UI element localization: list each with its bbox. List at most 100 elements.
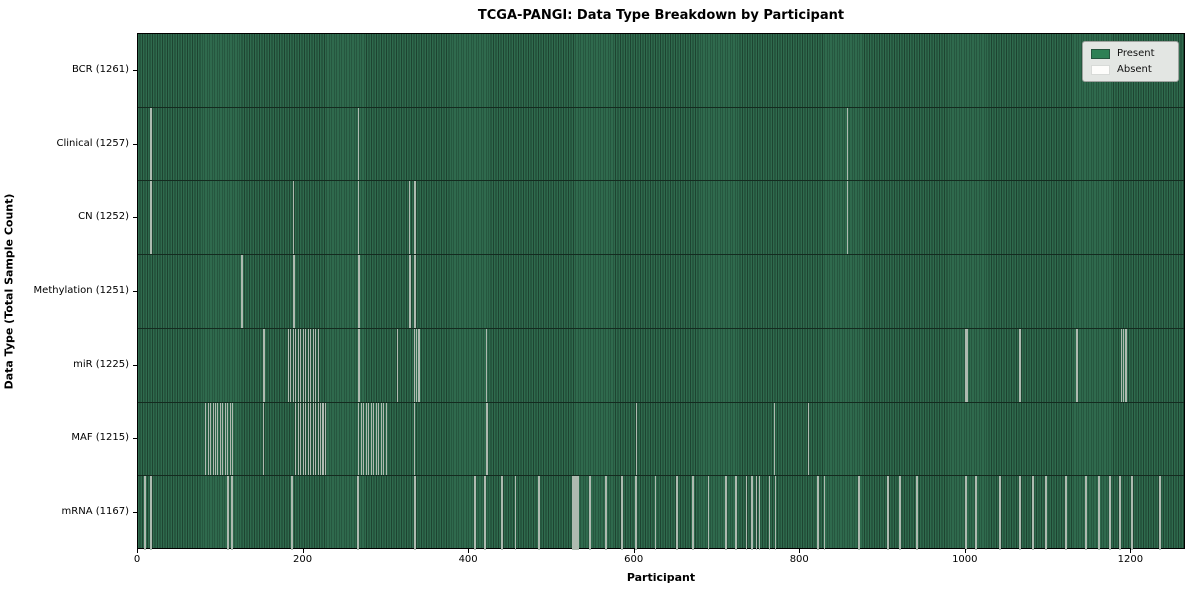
absent-mark <box>1124 328 1126 402</box>
absent-mark <box>573 476 575 550</box>
absent-mark <box>242 255 244 328</box>
y-tick <box>133 217 137 219</box>
absent-mark <box>576 476 578 550</box>
absent-mark <box>295 328 297 402</box>
x-tick-label: 1200 <box>1117 554 1144 565</box>
absent-mark <box>418 328 420 402</box>
absent-mark <box>1032 476 1034 550</box>
legend-entry-absent: Absent <box>1091 64 1170 75</box>
absent-mark <box>589 476 591 550</box>
absent-mark <box>635 476 637 550</box>
heatmap-row-miR <box>138 328 1184 403</box>
absent-mark <box>484 476 486 550</box>
absent-mark <box>290 328 292 402</box>
absent-mark <box>297 328 299 402</box>
absent-mark <box>1046 476 1048 550</box>
absent-mark <box>373 402 375 476</box>
absent-mark <box>317 402 319 476</box>
absent-mark <box>359 328 361 402</box>
absent-mark <box>965 328 967 402</box>
absent-mark <box>899 476 901 550</box>
absent-mark <box>321 402 323 476</box>
plot-area: Present Absent <box>137 33 1185 550</box>
absent-mark <box>310 402 312 476</box>
y-tick-label: CN (1252) <box>78 211 129 223</box>
absent-mark <box>887 476 889 550</box>
absent-mark <box>149 107 151 181</box>
absent-mark <box>292 328 294 402</box>
absent-mark <box>1075 328 1077 402</box>
absent-mark <box>149 181 151 255</box>
absent-mark <box>774 476 776 550</box>
absent-mark <box>735 476 737 550</box>
absent-mark <box>724 476 726 550</box>
absent-mark <box>315 402 317 476</box>
absent-mark <box>360 402 362 476</box>
absent-mark <box>413 328 415 402</box>
absent-mark <box>151 107 153 181</box>
absent-mark <box>300 402 302 476</box>
absent-mark <box>758 476 760 550</box>
absent-mark <box>385 402 387 476</box>
absent-mark <box>1076 328 1078 402</box>
x-tick <box>302 549 304 553</box>
absent-mark <box>622 476 624 550</box>
absent-mark <box>150 181 152 255</box>
absent-mark <box>230 476 232 550</box>
absent-mark <box>380 402 382 476</box>
y-tick <box>133 438 137 440</box>
absent-mark <box>212 402 214 476</box>
heatmap-row-CN <box>138 181 1184 256</box>
absent-mark <box>1019 476 1021 550</box>
y-tick <box>133 364 137 366</box>
absent-mark <box>575 476 577 550</box>
absent-swatch <box>1091 64 1110 75</box>
absent-mark <box>358 255 360 328</box>
absent-mark <box>964 328 966 402</box>
absent-mark <box>370 402 372 476</box>
absent-mark <box>397 328 399 402</box>
absent-mark <box>151 476 153 550</box>
absent-mark <box>214 402 216 476</box>
absent-mark <box>415 255 417 328</box>
absent-mark <box>300 328 302 402</box>
absent-mark <box>315 328 317 402</box>
absent-mark <box>1099 476 1101 550</box>
absent-mark <box>222 402 224 476</box>
absent-mark <box>1132 476 1134 550</box>
absent-mark <box>1119 476 1121 550</box>
absent-mark <box>484 476 486 550</box>
absent-mark <box>1019 328 1021 402</box>
absent-mark <box>325 402 327 476</box>
absent-mark <box>745 476 747 550</box>
absent-mark <box>1032 476 1034 550</box>
absent-mark <box>302 402 304 476</box>
x-tick <box>137 549 138 553</box>
absent-mark <box>358 107 360 181</box>
absent-mark <box>241 255 243 328</box>
absent-mark <box>502 476 504 550</box>
absent-mark <box>571 476 573 550</box>
absent-mark <box>419 328 421 402</box>
absent-mark <box>634 476 636 550</box>
absent-mark <box>292 255 294 328</box>
x-tick <box>964 549 966 553</box>
x-tick-label: 800 <box>789 554 809 565</box>
y-tick <box>133 143 137 145</box>
absent-mark <box>359 255 361 328</box>
x-tick <box>1130 549 1132 553</box>
absent-mark <box>816 476 818 550</box>
y-tick-label: BCR (1261) <box>71 63 129 75</box>
x-tick <box>468 549 470 553</box>
absent-mark <box>414 328 416 402</box>
absent-mark <box>474 476 476 550</box>
absent-mark <box>676 476 678 550</box>
absent-mark <box>317 328 319 402</box>
absent-mark <box>293 255 295 328</box>
y-tick-label: mRNA (1167) <box>61 506 129 518</box>
x-tick-label: 0 <box>133 554 141 565</box>
absent-mark <box>307 402 309 476</box>
absent-mark <box>287 328 289 402</box>
absent-mark <box>323 402 325 476</box>
absent-mark <box>291 476 293 550</box>
